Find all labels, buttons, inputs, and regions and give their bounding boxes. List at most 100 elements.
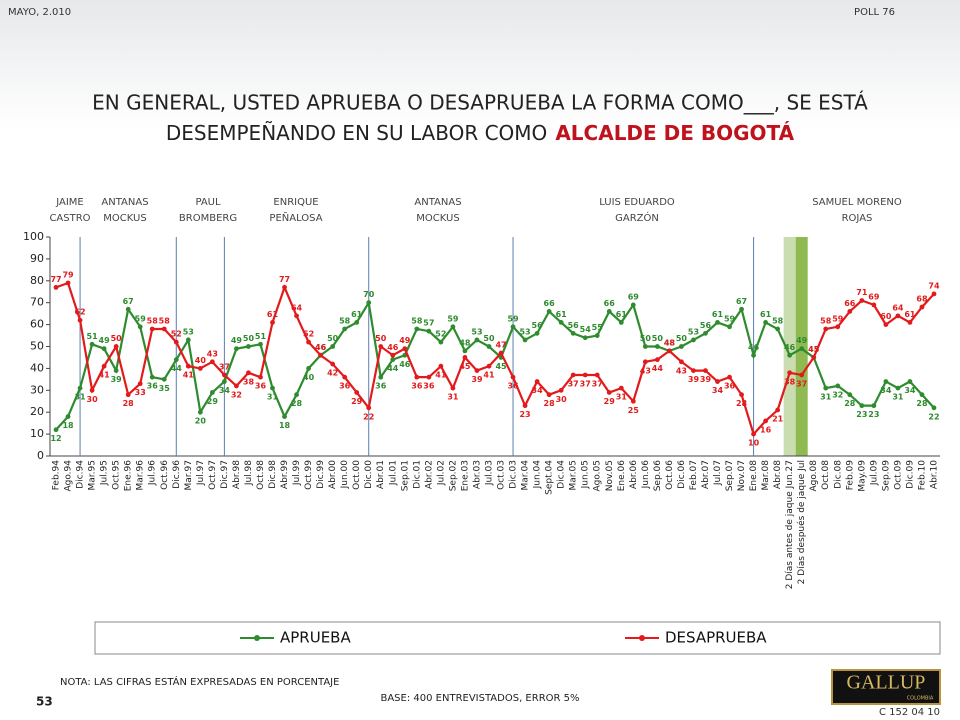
value-label: 77 bbox=[50, 275, 61, 284]
point bbox=[594, 372, 600, 378]
x-tick-label: Jul.01 bbox=[388, 460, 398, 486]
value-label: 43 bbox=[640, 366, 651, 375]
point bbox=[462, 355, 468, 360]
value-label: 16 bbox=[760, 425, 772, 434]
value-label: 31 bbox=[892, 393, 904, 402]
value-label: 45 bbox=[459, 362, 471, 371]
x-tick-label: Dic.04 bbox=[557, 460, 567, 489]
x-tick-label: Oct.03 bbox=[497, 460, 507, 490]
point bbox=[811, 355, 817, 360]
point bbox=[474, 368, 480, 373]
point bbox=[715, 320, 720, 325]
x-tick-label: Ago.05 bbox=[593, 460, 603, 492]
point bbox=[354, 390, 360, 395]
value-label: 57 bbox=[423, 319, 434, 328]
point bbox=[173, 357, 179, 363]
point bbox=[654, 344, 660, 349]
value-label: 37 bbox=[219, 362, 230, 371]
x-tick-label: Abr.00 bbox=[328, 460, 338, 489]
value-label: 46 bbox=[399, 360, 411, 369]
value-label: 59 bbox=[135, 314, 147, 323]
x-tick-label: Abr.07 bbox=[701, 460, 711, 489]
point bbox=[558, 387, 564, 393]
point bbox=[691, 337, 696, 343]
value-label: 38 bbox=[784, 377, 796, 386]
x-tick-label: 2 Días después de jaque Jul bbox=[796, 460, 807, 584]
x-tick-label: Jun.06 bbox=[641, 460, 651, 490]
value-label: 39 bbox=[111, 375, 123, 384]
value-label: 62 bbox=[74, 308, 85, 317]
point bbox=[630, 398, 636, 404]
point bbox=[438, 339, 444, 345]
x-tick-label: Feb.94 bbox=[52, 460, 62, 491]
value-label: 44 bbox=[387, 364, 399, 373]
value-label: 39 bbox=[700, 375, 712, 384]
value-label: 31 bbox=[447, 393, 459, 402]
value-label: 36 bbox=[339, 382, 351, 391]
y-tick-label: 100 bbox=[23, 230, 44, 243]
x-tick-label: Ene.08 bbox=[749, 460, 759, 492]
point bbox=[715, 379, 720, 384]
x-tick-label: Oct.06 bbox=[665, 460, 675, 490]
value-label: 36 bbox=[724, 382, 736, 391]
point bbox=[414, 374, 420, 380]
x-tick-label: Sept.04 bbox=[545, 460, 555, 495]
point bbox=[823, 326, 829, 332]
point bbox=[53, 427, 59, 433]
point bbox=[799, 346, 805, 352]
y-tick-label: 50 bbox=[30, 340, 44, 353]
mayor-name: JAIME bbox=[55, 197, 84, 208]
value-label: 61 bbox=[616, 310, 628, 319]
value-label: 46 bbox=[315, 343, 327, 352]
value-label: 61 bbox=[904, 310, 916, 319]
point bbox=[221, 372, 227, 378]
x-tick-label: Abr.99 bbox=[280, 460, 290, 489]
point bbox=[618, 320, 624, 325]
value-label: 53 bbox=[471, 327, 482, 336]
point bbox=[907, 379, 913, 384]
value-label: 58 bbox=[339, 316, 351, 325]
y-tick-label: 40 bbox=[30, 361, 44, 374]
point bbox=[654, 357, 660, 363]
value-label: 45 bbox=[808, 345, 820, 354]
point bbox=[125, 306, 131, 312]
point bbox=[306, 339, 311, 345]
value-label: 55 bbox=[592, 323, 604, 332]
point bbox=[582, 372, 588, 378]
y-tick-label: 90 bbox=[30, 252, 44, 265]
point bbox=[727, 374, 732, 380]
value-label: 36 bbox=[507, 382, 519, 391]
point bbox=[246, 344, 251, 349]
point bbox=[534, 330, 540, 336]
x-tick-label: Jul.99 bbox=[292, 460, 302, 486]
value-label: 61 bbox=[760, 310, 772, 319]
point bbox=[751, 431, 756, 437]
value-label: 48 bbox=[664, 338, 676, 347]
point bbox=[161, 376, 167, 382]
point bbox=[606, 309, 612, 314]
mayor-name: SAMUEL MORENO bbox=[812, 197, 902, 208]
highlight-band bbox=[783, 237, 796, 456]
mayor-name: BROMBERG bbox=[179, 213, 237, 224]
title-line: EN GENERAL, USTED APRUEBA O DESAPRUEBA L… bbox=[92, 91, 868, 115]
x-tick-label: Dic.08 bbox=[833, 460, 843, 489]
point bbox=[474, 337, 480, 343]
point bbox=[438, 363, 444, 369]
point bbox=[534, 379, 540, 384]
x-tick-label: Oct.98 bbox=[256, 460, 266, 490]
value-label: 43 bbox=[676, 366, 687, 375]
point bbox=[113, 368, 119, 373]
x-tick-label: Mar.04 bbox=[521, 460, 531, 491]
poll: POLL 76 bbox=[854, 7, 895, 18]
value-label: 32 bbox=[832, 390, 843, 399]
base: BASE: 400 ENTREVISTADOS, ERROR 5% bbox=[380, 693, 579, 704]
value-label: 68 bbox=[916, 295, 928, 304]
point bbox=[294, 313, 299, 319]
point bbox=[390, 357, 396, 363]
x-tick-label: Dic.98 bbox=[268, 460, 278, 489]
point bbox=[294, 392, 299, 398]
legend-label: DESAPRUEBA bbox=[665, 629, 767, 647]
value-label: 38 bbox=[243, 377, 255, 386]
mayor-name: ROJAS bbox=[842, 213, 873, 224]
point bbox=[666, 348, 672, 354]
